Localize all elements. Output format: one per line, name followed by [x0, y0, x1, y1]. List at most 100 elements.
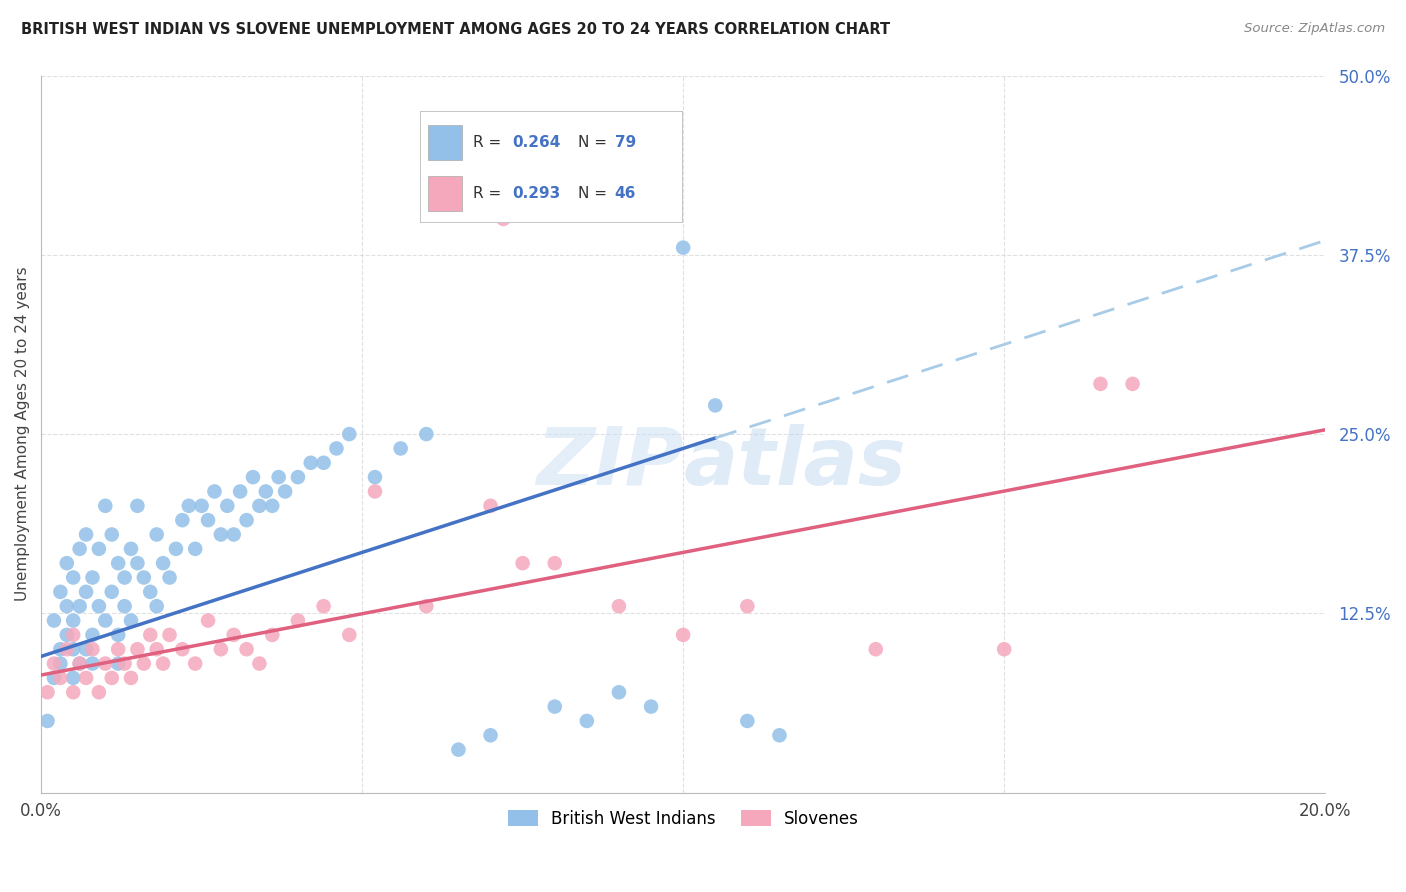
Point: [82, 570, 104, 584]
Point: [42, 671, 65, 685]
Point: [49, 585, 72, 599]
Point: [114, 570, 136, 584]
Point: [94, 614, 117, 628]
Point: [479, 499, 502, 513]
Point: [447, 742, 470, 756]
Point: [415, 599, 437, 614]
Point: [242, 470, 264, 484]
Text: Source: ZipAtlas.com: Source: ZipAtlas.com: [1244, 22, 1385, 36]
Point: [704, 398, 727, 412]
Point: [56, 642, 79, 657]
Point: [62, 642, 84, 657]
Point: [87, 599, 110, 614]
Point: [82, 628, 104, 642]
Point: [247, 499, 270, 513]
Point: [145, 642, 167, 657]
Point: [132, 657, 155, 671]
Point: [87, 541, 110, 556]
Point: [75, 527, 97, 541]
Point: [145, 527, 167, 541]
Point: [607, 599, 630, 614]
Point: [247, 657, 270, 671]
Point: [127, 642, 149, 657]
Point: [82, 642, 104, 657]
Point: [1090, 376, 1112, 391]
Point: [139, 628, 162, 642]
Point: [254, 484, 277, 499]
Point: [287, 470, 309, 484]
Point: [159, 628, 181, 642]
Point: [127, 556, 149, 570]
Point: [172, 642, 194, 657]
Point: [737, 714, 759, 728]
Point: [42, 657, 65, 671]
Point: [62, 570, 84, 584]
Point: [184, 657, 207, 671]
Point: [120, 671, 142, 685]
Point: [312, 599, 335, 614]
Point: [209, 642, 232, 657]
Point: [197, 614, 219, 628]
Point: [145, 599, 167, 614]
Point: [159, 570, 181, 584]
Point: [82, 657, 104, 671]
Point: [100, 671, 122, 685]
Point: [152, 657, 174, 671]
Point: [364, 470, 387, 484]
Point: [75, 671, 97, 685]
Point: [544, 556, 567, 570]
Point: [114, 599, 136, 614]
Point: [62, 671, 84, 685]
Point: [235, 642, 257, 657]
Legend: British West Indians, Slovenes: British West Indians, Slovenes: [501, 803, 866, 835]
Point: [364, 484, 387, 499]
Point: [337, 427, 360, 442]
Point: [337, 628, 360, 642]
Point: [56, 599, 79, 614]
Point: [62, 685, 84, 699]
Point: [94, 657, 117, 671]
Point: [69, 541, 91, 556]
Point: [94, 499, 117, 513]
Point: [325, 442, 347, 456]
Point: [75, 642, 97, 657]
Point: [287, 614, 309, 628]
Text: atlas: atlas: [683, 424, 905, 502]
Point: [865, 642, 887, 657]
Point: [190, 499, 212, 513]
Point: [100, 527, 122, 541]
Point: [139, 585, 162, 599]
Point: [607, 685, 630, 699]
Point: [132, 570, 155, 584]
Point: [49, 642, 72, 657]
Point: [165, 541, 187, 556]
Point: [267, 470, 290, 484]
Point: [152, 556, 174, 570]
Point: [197, 513, 219, 527]
Point: [62, 628, 84, 642]
Point: [544, 699, 567, 714]
Point: [56, 556, 79, 570]
Point: [512, 556, 534, 570]
Point: [56, 628, 79, 642]
Text: BRITISH WEST INDIAN VS SLOVENE UNEMPLOYMENT AMONG AGES 20 TO 24 YEARS CORRELATIO: BRITISH WEST INDIAN VS SLOVENE UNEMPLOYM…: [21, 22, 890, 37]
Point: [177, 499, 200, 513]
Point: [768, 728, 790, 742]
Point: [120, 614, 142, 628]
Text: ZIP: ZIP: [536, 424, 683, 502]
Point: [69, 657, 91, 671]
Point: [389, 442, 412, 456]
Point: [49, 671, 72, 685]
Point: [184, 541, 207, 556]
Point: [204, 484, 226, 499]
Point: [107, 657, 129, 671]
Point: [737, 599, 759, 614]
Point: [49, 657, 72, 671]
Point: [114, 657, 136, 671]
Point: [235, 513, 257, 527]
Point: [229, 484, 252, 499]
Point: [672, 628, 695, 642]
Point: [575, 714, 598, 728]
Point: [299, 456, 322, 470]
Point: [312, 456, 335, 470]
